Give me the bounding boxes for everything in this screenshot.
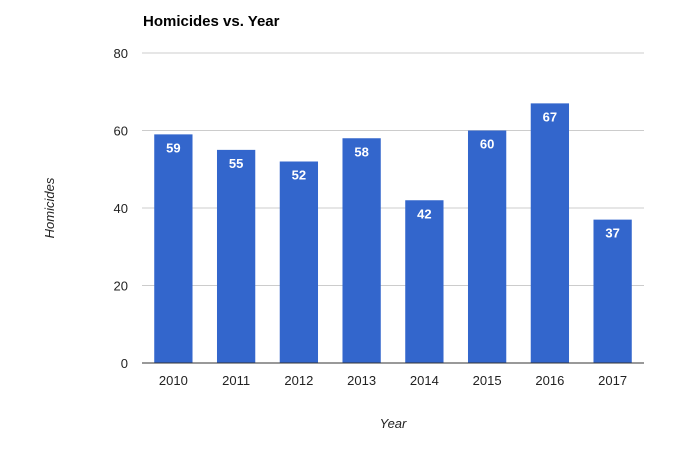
bar-2011: [216, 149, 256, 363]
data-label: 37: [605, 226, 619, 241]
data-label: 55: [229, 156, 243, 171]
y-tick-label: 40: [114, 201, 128, 216]
bar-2017: [593, 219, 632, 363]
x-tick-label: 2017: [598, 373, 627, 388]
x-tick-label: 2015: [473, 373, 502, 388]
bar-2012: [279, 161, 319, 363]
data-label: 42: [417, 206, 431, 221]
x-tick-label: 2012: [284, 373, 313, 388]
bar-2016: [530, 103, 570, 363]
y-tick-label: 0: [121, 356, 128, 371]
data-label: 67: [543, 109, 557, 124]
y-axis-title: Homicides: [42, 177, 57, 238]
x-tick-label: 2013: [347, 373, 376, 388]
x-axis-title: Year: [380, 416, 407, 431]
bar-2015: [467, 130, 507, 363]
data-labels: 59 55 52 58 42 60 67 37: [166, 109, 620, 240]
bar-2013: [342, 138, 381, 363]
x-tick-label: 2011: [222, 373, 250, 388]
y-tick-label: 80: [114, 46, 128, 61]
y-tick-label: 20: [114, 279, 128, 294]
y-tick-label: 60: [114, 124, 128, 139]
y-axis-ticks: 0 20 40 60 80: [114, 46, 128, 371]
x-tick-label: 2014: [410, 373, 439, 388]
data-label: 60: [480, 137, 494, 152]
bar-2014: [405, 200, 444, 363]
data-label: 59: [166, 140, 180, 155]
data-label: 52: [292, 168, 306, 183]
bar-2010: [154, 134, 193, 363]
x-axis-ticks: 2010 2011 2012 2013 2014 2015 2016 2017: [159, 373, 627, 388]
x-tick-label: 2016: [535, 373, 564, 388]
x-tick-label: 2010: [159, 373, 188, 388]
bars: [154, 103, 632, 363]
chart-title: Homicides vs. Year: [143, 13, 280, 30]
data-label: 58: [354, 144, 368, 159]
